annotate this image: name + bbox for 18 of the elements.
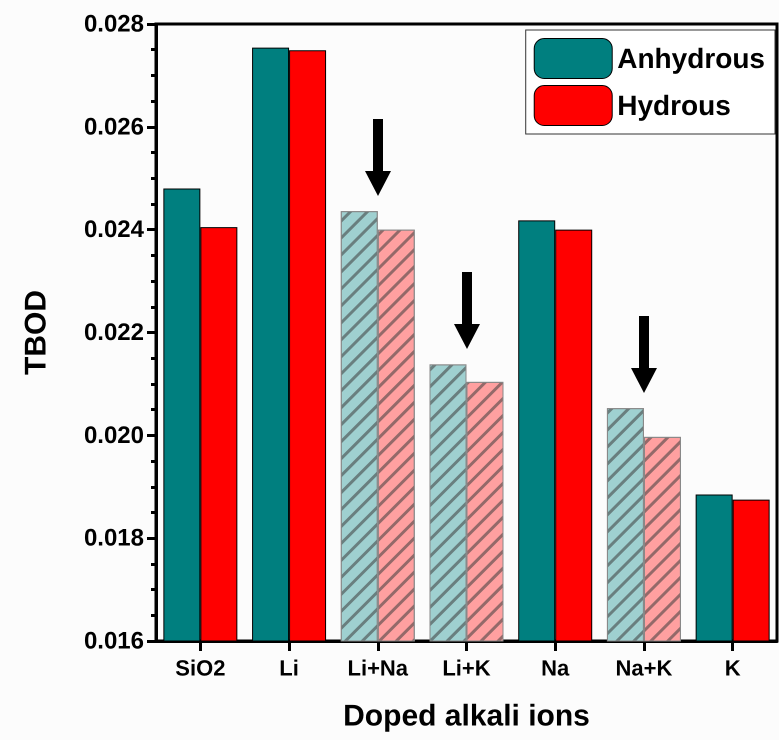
x-tick-label: Li [279, 656, 299, 680]
x-tick-label: Li+K [442, 656, 491, 680]
y-tick-label: 0.028 [84, 10, 144, 38]
legend-label: Anhydrous [617, 43, 765, 74]
x-tick-label: K [724, 656, 741, 680]
legend-label: Hydrous [617, 90, 731, 121]
y-tick-label: 0.020 [84, 422, 144, 449]
y-tick-label: 0.018 [84, 524, 144, 552]
y-tick-label: 0.022 [84, 319, 144, 346]
x-tick-label: Na+K [616, 656, 672, 680]
x-tick-label: SiO2 [175, 656, 226, 680]
x-axis-title: Doped alkali ions [343, 700, 590, 732]
y-tick-label: 0.026 [84, 113, 144, 140]
y-tick-label: 0.024 [84, 216, 145, 244]
x-tick-label: Li+Na [348, 656, 409, 680]
y-axis-title: TBOD [20, 290, 52, 375]
y-tick-label: 0.016 [84, 628, 144, 654]
x-tick-label: Na [541, 656, 570, 680]
